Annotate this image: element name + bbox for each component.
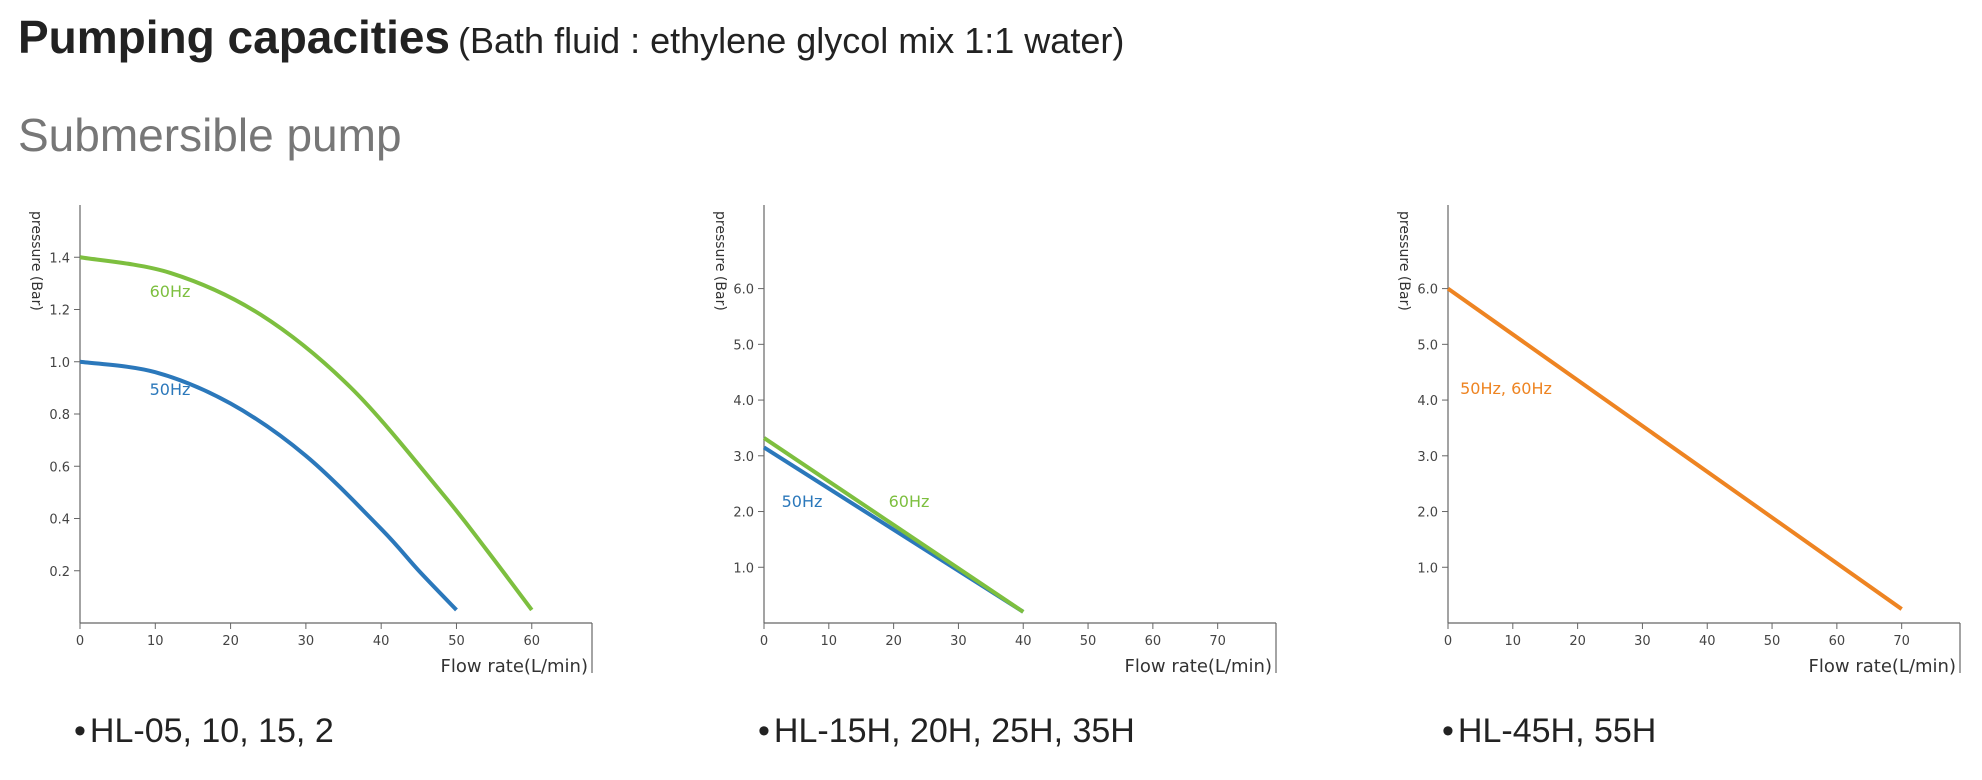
y-tick-label: 1.2 [49, 304, 70, 319]
caption-hl-15h: • HL-15H, 20H, 25H, 35H [758, 712, 1135, 751]
series-label-60hz: 60Hz [150, 282, 191, 301]
y-axis-label: pressure (Bar) [28, 211, 44, 311]
x-tick-label: 50 [1764, 634, 1781, 649]
caption-text: HL-15H, 20H, 25H, 35H [773, 712, 1135, 750]
y-tick-label: 6.0 [733, 283, 754, 298]
y-tick-label: 3.0 [733, 450, 754, 465]
x-axis-label: Flow rate(L/min) [1125, 656, 1272, 677]
page-title: Pumping capacities (Bath fluid : ethylene… [18, 10, 1124, 64]
x-tick-label: 40 [1015, 634, 1032, 649]
y-axis-label: pressure (Bar) [712, 211, 728, 311]
chart-hl-45h: 1.0 2.0 3.0 4.0 5.0 6.0 0 10 20 30 40 50 60 70 pressur… [1396, 205, 1961, 677]
title-subtitle: (Bath fluid : ethylene glycol mix 1:1 wa… [458, 20, 1125, 61]
y-tick-label: 5.0 [1417, 338, 1438, 353]
x-tick-label: 0 [1444, 634, 1452, 649]
x-tick-label: 60 [523, 634, 540, 649]
x-tick-label: 30 [298, 634, 315, 649]
x-tick-label: 40 [373, 634, 390, 649]
x-tick-label: 50 [448, 634, 465, 649]
y-tick-label: 1.0 [49, 356, 70, 371]
y-tick-label: 1.4 [49, 251, 70, 266]
title-main: Pumping capacities [18, 11, 451, 63]
x-tick-label: 10 [1505, 634, 1522, 649]
caption-hl-05: • HL-05, 10, 15, 2 [74, 712, 334, 751]
y-tick-label: 1.0 [733, 561, 754, 576]
x-axis-label: Flow rate(L/min) [1809, 656, 1956, 677]
x-tick-label: 10 [147, 634, 164, 649]
y-tick-label: 4.0 [733, 394, 754, 409]
y-tick-label: 6.0 [1417, 283, 1438, 298]
series-line-50hz [79, 359, 458, 612]
x-tick-label: 60 [1829, 634, 1846, 649]
y-tick-label: 1.0 [1417, 561, 1438, 576]
y-tick-label: 2.0 [1417, 506, 1438, 521]
x-tick-label: 20 [1569, 634, 1586, 649]
y-tick-label: 5.0 [733, 338, 754, 353]
caption-hl-45h: • HL-45H, 55H [1442, 712, 1656, 751]
x-tick-label: 70 [1893, 634, 1910, 649]
series-line-60hz [762, 436, 1025, 614]
x-tick-label: 30 [950, 634, 967, 649]
chart-hl-15h: 1.0 2.0 3.0 4.0 5.0 6.0 0 10 20 30 40 50 60 70 pressur… [712, 205, 1277, 677]
bullet-icon: • [74, 712, 86, 750]
y-tick-label: 0.6 [49, 460, 70, 475]
x-tick-label: 20 [885, 634, 902, 649]
y-tick-label: 3.0 [1417, 450, 1438, 465]
x-tick-label: 50 [1080, 634, 1097, 649]
x-tick-label: 20 [222, 634, 239, 649]
series-line-60hz [79, 255, 534, 612]
series-line-50hz-60hz [1446, 286, 1903, 611]
x-tick-label: 10 [821, 634, 838, 649]
x-tick-label: 40 [1699, 634, 1716, 649]
caption-text: HL-45H, 55H [1457, 712, 1657, 750]
x-axis-label: Flow rate(L/min) [441, 656, 588, 677]
y-tick-label: 4.0 [1417, 394, 1438, 409]
series-label-50hz: 50Hz [150, 380, 191, 399]
chart-hl-05: 0.2 0.4 0.6 0.8 1.0 1.2 1.4 0 10 20 30 40 50 60 pressu… [28, 205, 593, 677]
series-label-50hz: 50Hz [782, 492, 823, 511]
x-tick-label: 70 [1209, 634, 1226, 649]
y-axis-label: pressure (Bar) [1396, 211, 1412, 311]
series-label-60hz: 60Hz [889, 492, 930, 511]
bullet-icon: • [1442, 712, 1454, 750]
bullet-icon: • [758, 712, 770, 750]
series-label-50hz-60hz: 50Hz, 60Hz [1460, 379, 1552, 398]
x-tick-label: 0 [760, 634, 768, 649]
x-tick-label: 30 [1634, 634, 1651, 649]
section-heading: Submersible pump [18, 109, 402, 161]
caption-text: HL-05, 10, 15, 2 [89, 712, 334, 750]
y-tick-label: 0.4 [49, 513, 70, 528]
y-tick-label: 2.0 [733, 506, 754, 521]
y-tick-label: 0.2 [49, 565, 70, 580]
x-tick-label: 0 [76, 634, 84, 649]
x-tick-label: 60 [1145, 634, 1162, 649]
y-tick-label: 0.8 [49, 408, 70, 423]
